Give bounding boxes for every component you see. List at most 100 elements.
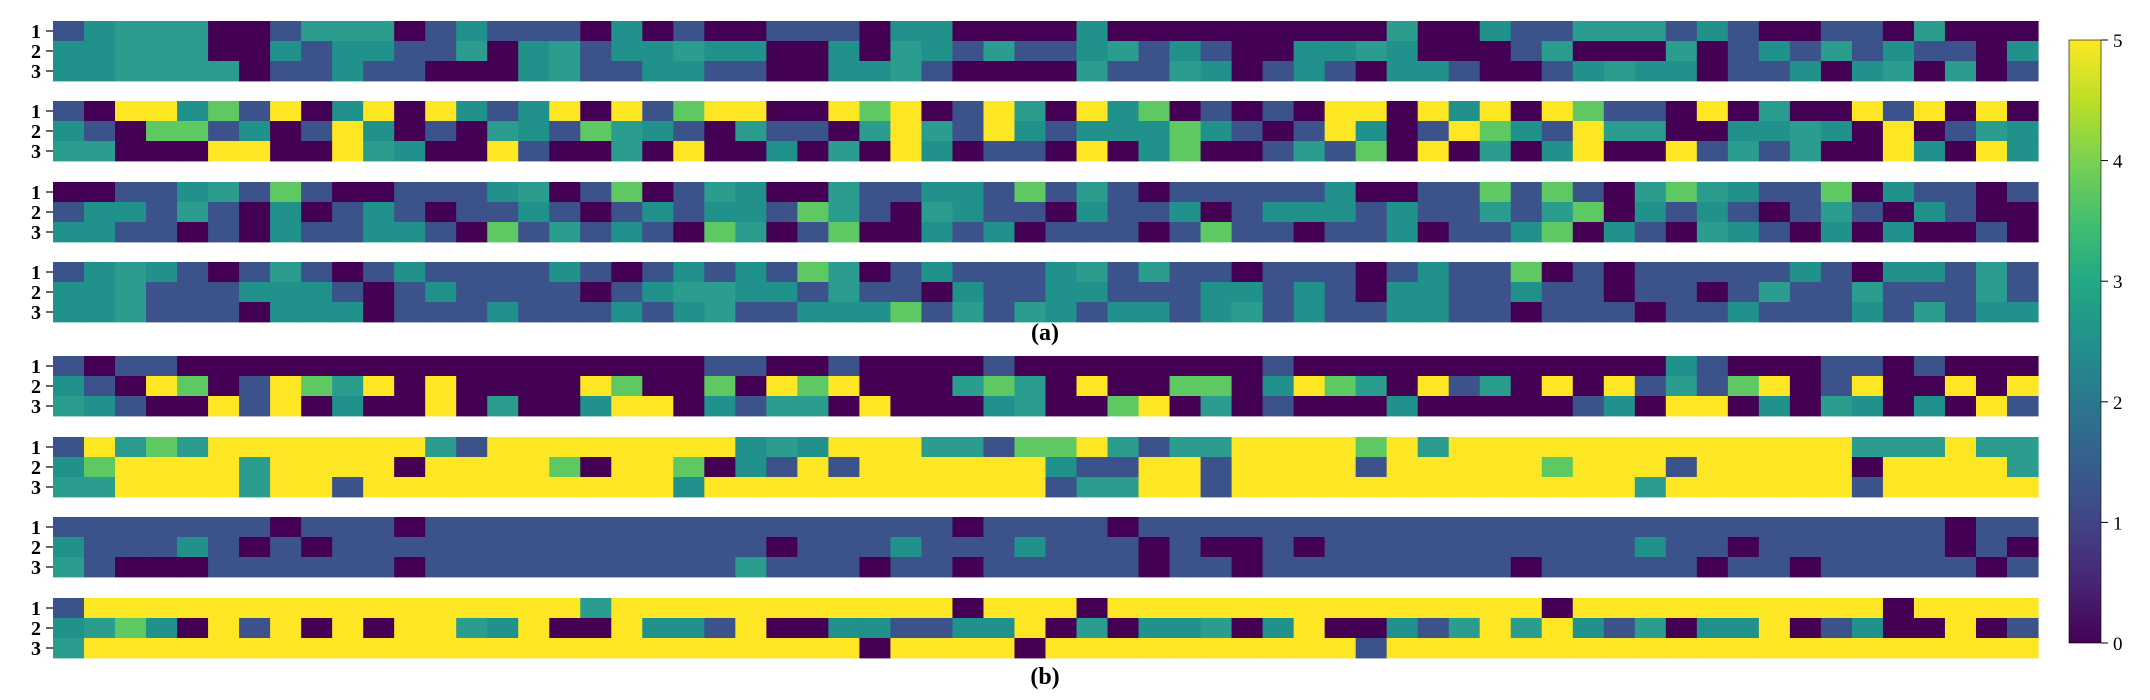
heatmap-cell (1572, 202, 1605, 223)
heatmap-cell (456, 101, 488, 122)
heatmap-cell (270, 618, 302, 639)
heatmap-cell (766, 557, 798, 578)
heatmap-cell (952, 517, 985, 538)
heatmap-cell (1355, 557, 1388, 578)
heatmap-cell (766, 182, 798, 203)
heatmap-cell (1789, 517, 1822, 538)
heatmap-cell (1882, 121, 1915, 142)
heatmap-cell (1386, 477, 1419, 498)
heatmap-cell (611, 598, 643, 619)
heatmap-cell (53, 457, 85, 478)
heatmap-cell (766, 302, 798, 323)
heatmap-cell (1634, 598, 1667, 619)
heatmap-cell (2006, 41, 2039, 62)
heatmap-cell (828, 477, 861, 498)
heatmap-cell (1014, 202, 1047, 223)
heatmap-cell (1386, 202, 1419, 223)
heatmap-cell (611, 182, 643, 203)
heatmap-cell (1727, 437, 1760, 458)
heatmap-cell (425, 141, 457, 162)
heatmap-cell (1510, 557, 1543, 578)
heatmap-cell (1200, 61, 1233, 82)
heatmap-cell (456, 517, 488, 538)
heatmap-cell (1603, 537, 1636, 558)
colorbar-tick-label: 5 (2113, 31, 2123, 52)
heatmap-cell (394, 41, 426, 62)
heatmap-cell (1417, 41, 1450, 62)
heatmap-cell (363, 41, 395, 62)
heatmap-panel: 123 (31, 517, 2039, 579)
heatmap-cell (1045, 101, 1078, 122)
heatmap-cell (1789, 376, 1822, 397)
heatmap-cell (1851, 437, 1884, 458)
heatmap-cell (1386, 262, 1419, 283)
heatmap-cell (921, 61, 954, 82)
heatmap-cell (1665, 598, 1698, 619)
heatmap-cell (1262, 638, 1295, 659)
heatmap-cell (1417, 262, 1450, 283)
heatmap-cell (1789, 202, 1822, 223)
heatmap-cell (332, 282, 364, 303)
heatmap-cell (797, 182, 829, 203)
heatmap-cell (1417, 457, 1450, 478)
heatmap-cell (1882, 598, 1915, 619)
heatmap-cell (1138, 101, 1171, 122)
heatmap-cell (84, 356, 116, 377)
heatmap-cell (332, 457, 364, 478)
heatmap-cell (704, 21, 736, 42)
heatmap-cell (363, 182, 395, 203)
heatmap-cell (146, 437, 178, 458)
heatmap-cell (735, 537, 767, 558)
heatmap-cell (1324, 222, 1357, 243)
heatmap-cell (1200, 376, 1233, 397)
heatmap-cell (1510, 61, 1543, 82)
heatmap-cell (1851, 141, 1884, 162)
heatmap-cell (983, 182, 1016, 203)
heatmap-cell (735, 41, 767, 62)
heatmap-cell (1293, 618, 1326, 639)
heatmap-cell (1603, 376, 1636, 397)
heatmap-cell (1572, 356, 1605, 377)
heatmap-cell (208, 537, 240, 558)
heatmap-cell (1014, 121, 1047, 142)
heatmap-cell (425, 356, 457, 377)
heatmap-cell (456, 141, 488, 162)
heatmap-cell (1479, 396, 1512, 417)
heatmap-cell (1789, 618, 1822, 639)
heatmap-cell (363, 21, 395, 42)
heatmap-panel: 123 (31, 356, 2039, 418)
heatmap-cell (735, 121, 767, 142)
heatmap-cell (115, 557, 147, 578)
heatmap-cell (766, 638, 798, 659)
heatmap-cell (363, 356, 395, 377)
heatmap-cell (1510, 537, 1543, 558)
heatmap-cell (1262, 222, 1295, 243)
heatmap-cell (1975, 396, 2008, 417)
heatmap-cell (1262, 618, 1295, 639)
heatmap-cell (580, 356, 612, 377)
heatmap-cell (208, 141, 240, 162)
heatmap-cell (1603, 396, 1636, 417)
heatmap-cell (859, 537, 892, 558)
heatmap-cell (487, 121, 519, 142)
heatmap-cell (735, 557, 767, 578)
heatmap-cell (394, 61, 426, 82)
heatmap-cell (1014, 262, 1047, 283)
heatmap-cell (1138, 557, 1171, 578)
heatmap-cell (115, 222, 147, 243)
heatmap-cell (673, 41, 705, 62)
heatmap-cell (1448, 477, 1481, 498)
heatmap-cell (1758, 517, 1791, 538)
heatmap-cell (1448, 121, 1481, 142)
heatmap-cell (1417, 61, 1450, 82)
heatmap-cell (1851, 121, 1884, 142)
heatmap-cell (1696, 222, 1729, 243)
heatmap-cell (890, 517, 923, 538)
heatmap-cell (1107, 121, 1140, 142)
heatmap-cell (2006, 21, 2039, 42)
heatmap-cell (1169, 477, 1202, 498)
heatmap-cell (177, 182, 209, 203)
heatmap-cell (1293, 477, 1326, 498)
heatmap-cell (1107, 282, 1140, 303)
heatmap-cell (1944, 537, 1977, 558)
